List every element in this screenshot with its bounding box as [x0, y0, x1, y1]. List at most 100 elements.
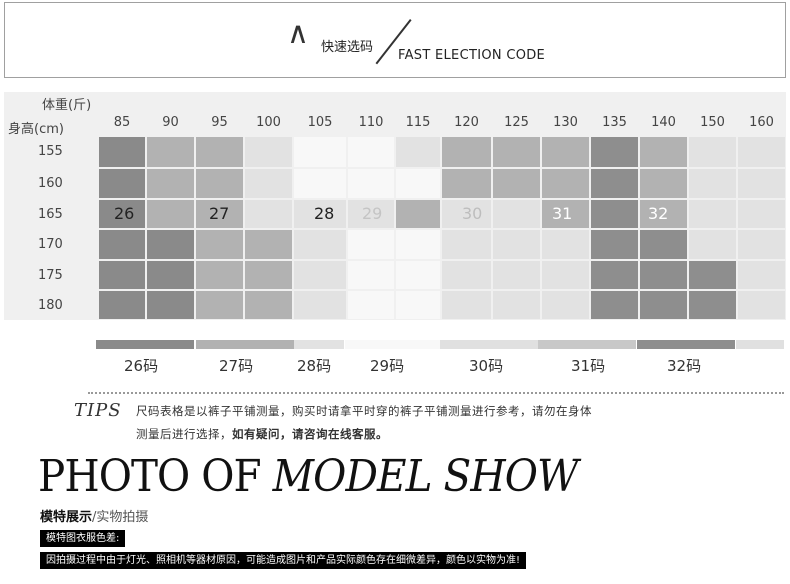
size-cell	[591, 291, 638, 319]
size-cell	[147, 137, 194, 167]
size-cell	[591, 261, 638, 289]
size-cell	[147, 261, 194, 289]
banner-title-cn: 快速选码	[321, 40, 374, 55]
weight-label: 100	[256, 115, 281, 130]
size-cell	[442, 230, 491, 259]
size-cell	[245, 200, 292, 228]
size-cell	[245, 137, 292, 167]
size-cell	[196, 230, 243, 259]
size-cell	[348, 230, 394, 259]
size-cell	[542, 200, 589, 228]
size-cell	[591, 200, 638, 228]
size-cell	[396, 230, 440, 259]
weight-label: 125	[504, 115, 529, 130]
weight-header: 体重(斤)	[42, 98, 92, 113]
size-cell	[396, 137, 440, 167]
model-subtitle: 模特展示/实物拍摄	[40, 506, 148, 525]
size-table: 体重(斤) 身高(cm) 85 90 95 100 105 110 115 120 125 130…	[4, 92, 786, 320]
weight-label: 140	[651, 115, 676, 130]
size-cell	[689, 230, 736, 259]
size-cell	[689, 137, 736, 167]
size-number: 27	[209, 204, 230, 223]
legend-label: 31码	[571, 357, 606, 375]
legend-label: 29码	[370, 357, 405, 375]
weight-label: 95	[211, 115, 228, 130]
height-header: 身高(cm)	[8, 122, 64, 137]
height-label: 165	[38, 207, 63, 222]
dotted-divider	[88, 392, 784, 394]
weight-label: 90	[162, 115, 179, 130]
size-cell	[99, 169, 145, 198]
height-label: 180	[38, 298, 63, 313]
tips-line-2: 测量后进行选择，如有疑问，请咨询在线客服。	[136, 426, 388, 442]
legend-bar	[96, 340, 194, 349]
legend-bar	[196, 340, 294, 349]
size-cell	[396, 261, 440, 289]
size-cell	[493, 137, 540, 167]
size-cell	[245, 261, 292, 289]
size-cell	[245, 230, 292, 259]
tips-line-1: 尺码表格是以裤子平铺测量，购买时请拿平时穿的裤子平铺测量进行参考，请勿在身体	[136, 404, 592, 418]
height-label: 170	[38, 237, 63, 252]
size-cell	[99, 230, 145, 259]
size-cell	[493, 200, 540, 228]
weight-label: 150	[700, 115, 725, 130]
size-cell	[245, 169, 292, 198]
height-label: 155	[38, 144, 63, 159]
size-number: 28	[314, 204, 335, 223]
model-title-upright: PHOTO OF	[38, 451, 273, 502]
size-cell	[542, 169, 589, 198]
size-cell	[493, 230, 540, 259]
size-cell	[689, 291, 736, 319]
model-subtitle-main: 模特展示	[40, 510, 93, 525]
size-cell	[348, 200, 394, 228]
weight-label: 105	[307, 115, 333, 130]
legend-bar	[294, 340, 344, 349]
size-cell	[640, 137, 687, 167]
model-subtitle-sep: /	[92, 510, 97, 525]
height-label: 160	[38, 176, 63, 191]
size-cell	[738, 169, 785, 198]
size-cell	[294, 230, 346, 259]
size-cell	[147, 291, 194, 319]
size-cell	[689, 169, 736, 198]
weight-label: 135	[602, 115, 627, 130]
size-cell	[442, 200, 491, 228]
size-cell	[542, 291, 589, 319]
size-cell	[591, 137, 638, 167]
legend-bar	[440, 340, 538, 349]
size-cell	[738, 200, 785, 228]
size-cell	[542, 137, 589, 167]
legend-label: 32码	[667, 357, 702, 375]
size-cell	[147, 169, 194, 198]
size-cell	[591, 169, 638, 198]
legend-label: 30码	[469, 357, 504, 375]
size-cell	[442, 137, 491, 167]
size-cell	[396, 200, 440, 228]
model-title-italic: MODEL SHOW	[272, 451, 579, 502]
size-cell	[640, 230, 687, 259]
legend-label: 27码	[219, 357, 254, 375]
size-cell	[294, 261, 346, 289]
size-cell	[396, 291, 440, 319]
size-cell	[348, 261, 394, 289]
banner-title-en: FAST ELECTION CODE	[398, 48, 546, 63]
size-cell	[99, 200, 145, 228]
size-cell	[196, 261, 243, 289]
size-cell	[738, 137, 785, 167]
weight-label: 110	[358, 115, 384, 130]
legend-bar	[637, 340, 735, 349]
weight-label: 120	[454, 115, 479, 130]
size-cell	[294, 200, 346, 228]
model-show-title: PHOTO OF MODEL SHOW	[38, 451, 579, 502]
legend-bar	[538, 340, 636, 349]
size-cell	[147, 230, 194, 259]
model-subtitle-sub: 实物拍摄	[96, 510, 149, 525]
size-cell	[99, 291, 145, 319]
size-cell	[294, 291, 346, 319]
size-cell	[348, 169, 394, 198]
size-cell	[738, 291, 785, 319]
size-cell	[196, 137, 243, 167]
size-cell	[640, 200, 687, 228]
size-cell	[640, 261, 687, 289]
